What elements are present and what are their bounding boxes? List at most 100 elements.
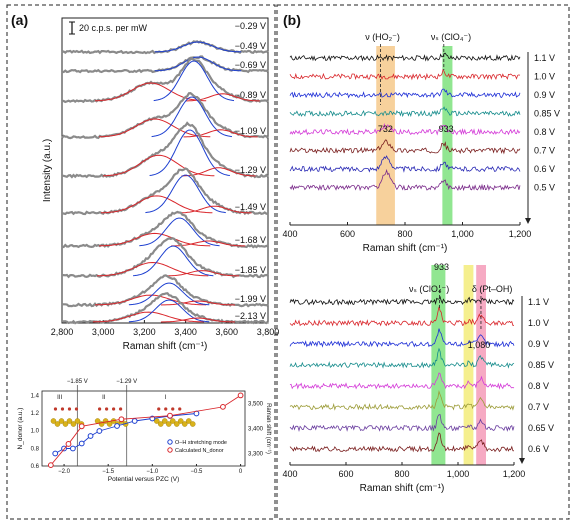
- spectrum-trace-7: [289, 432, 515, 453]
- fit-component-3-2: [185, 93, 260, 102]
- surface-atom: [74, 418, 81, 424]
- series-label-3: −0.89 V: [235, 90, 266, 100]
- fit-component-1-0: [154, 41, 242, 53]
- inset-y-left-tick-label: 0.6: [31, 464, 40, 470]
- water-oxygen-atom: [119, 407, 123, 411]
- fit-component-5-0: [103, 154, 215, 177]
- series-label-5: 0.7 V: [534, 146, 555, 156]
- peak-label-0: ν (HO₂⁻): [365, 32, 400, 42]
- x-tick-label: 800: [394, 469, 409, 479]
- inset-point-oh: [114, 423, 120, 429]
- series-label-9: −1.99 V: [235, 294, 266, 304]
- series-label-2: 0.9 V: [534, 90, 555, 100]
- inset-y-right-label: Raman shift (cm⁻¹): [265, 403, 271, 454]
- fit-component-4-2: [183, 129, 258, 138]
- inset-point-oh: [52, 450, 59, 457]
- inset-frame: [41, 390, 246, 467]
- x-tick-label: 600: [340, 229, 355, 239]
- x-tick-label: 2,800: [51, 327, 74, 337]
- series-label-3: 0.85 V: [528, 360, 554, 370]
- surface-atom: [70, 421, 77, 427]
- water-oxygen-atom: [67, 407, 72, 411]
- series-label-7: 0.6 V: [528, 444, 549, 454]
- fit-component-3-1: [153, 60, 235, 102]
- series-label-7: 0.5 V: [534, 183, 555, 193]
- inset-y-right-tick-label: 3,400: [248, 427, 264, 433]
- series-label-1: 1.0 V: [528, 318, 549, 328]
- x-tick-label: 1,200: [503, 469, 526, 479]
- series-label-0: −0.29 V: [235, 21, 266, 31]
- spectrum-trace-6: [289, 155, 521, 173]
- inset-x-tick-label: 0: [239, 469, 243, 475]
- x-tick-label: 3,800: [257, 327, 280, 337]
- water-oxygen-atom: [60, 407, 65, 411]
- x-tick-label: 400: [282, 469, 297, 479]
- fit-component-5-2: [181, 167, 256, 177]
- peak-label-3: 1,080: [468, 340, 491, 350]
- spectrum-trace-8: [62, 237, 269, 279]
- water-oxygen-atom: [98, 407, 102, 411]
- scale-bar-label: 20 c.p.s. per mW: [79, 23, 148, 33]
- fit-component-9-2: [160, 300, 236, 306]
- inset-legend-marker: [167, 439, 173, 445]
- water-oxygen-atom: [178, 407, 182, 411]
- series-label-7: −1.68 V: [235, 235, 266, 245]
- series-label-5: 0.7 V: [528, 402, 549, 412]
- panel-a-label: (a): [11, 12, 28, 28]
- fit-component-9-0: [94, 294, 207, 306]
- spectrum-trace-5: [289, 139, 521, 155]
- spectrum-trace-3: [289, 106, 521, 118]
- fit-component-8-0: [96, 261, 209, 277]
- region-label: I: [165, 395, 167, 401]
- inset-point-ndonor: [47, 462, 54, 469]
- fit-component-7-2: [171, 240, 246, 247]
- series-label-6: 0.6 V: [534, 164, 555, 174]
- spectrum-trace-6: [289, 414, 515, 432]
- panel-b-frame: [276, 4, 570, 520]
- x-axis-label: Raman shift (cm⁻¹): [360, 483, 445, 494]
- potential-arrow-head: [519, 458, 525, 464]
- spectrum-trace-1: [289, 306, 515, 327]
- fit-component-10-1: [128, 299, 210, 323]
- series-label-5: −1.29 V: [235, 165, 266, 175]
- water-oxygen-atom: [157, 407, 161, 411]
- water-oxygen-atom: [53, 407, 58, 411]
- spectrum-trace-7: [289, 168, 521, 192]
- fit-component-4-1: [151, 96, 232, 138]
- surface-atom: [177, 418, 184, 424]
- fit-component-10-2: [160, 317, 236, 323]
- spectrum-trace-4: [289, 372, 515, 390]
- region-label: III: [57, 395, 62, 401]
- potential-arrow-head: [525, 218, 531, 224]
- inset-legend-label-1: Calculated N_donor: [175, 448, 224, 454]
- surface-atom: [173, 421, 180, 427]
- surface-atom: [185, 418, 192, 424]
- series-label-10: −2.13 V: [235, 311, 266, 321]
- water-oxygen-atom: [74, 407, 79, 411]
- spectrum-trace-0: [289, 295, 515, 306]
- inset-x-tick-label: −1.0: [146, 469, 159, 475]
- inset-point-oh: [96, 428, 103, 434]
- surface-atom: [62, 421, 69, 427]
- surface-atom: [189, 421, 196, 427]
- inset-x-axis-label: Potential versus PZC (V): [108, 476, 180, 483]
- surface-atom: [165, 421, 172, 427]
- region-label: II: [102, 395, 106, 401]
- fit-component-8-1: [133, 245, 214, 277]
- series-label-2: 0.9 V: [528, 339, 549, 349]
- x-tick-label: 600: [338, 469, 353, 479]
- x-axis-label: Raman shift (cm⁻¹): [123, 341, 208, 352]
- series-label-6: 0.65 V: [528, 423, 554, 433]
- series-label-4: 0.8 V: [528, 381, 549, 391]
- spectrum-trace-4: [289, 122, 521, 136]
- series-label-1: 1.0 V: [534, 72, 555, 82]
- highlight-band-orange: [376, 46, 395, 225]
- fit-component-6-0: [101, 195, 213, 214]
- spectrum-trace-6: [61, 167, 269, 216]
- fit-component-4-0: [99, 118, 211, 138]
- surface-atom: [169, 418, 176, 424]
- series-label-0: 1.1 V: [534, 53, 555, 63]
- x-tick-label: 400: [282, 229, 297, 239]
- panel-b-label: (b): [283, 12, 301, 28]
